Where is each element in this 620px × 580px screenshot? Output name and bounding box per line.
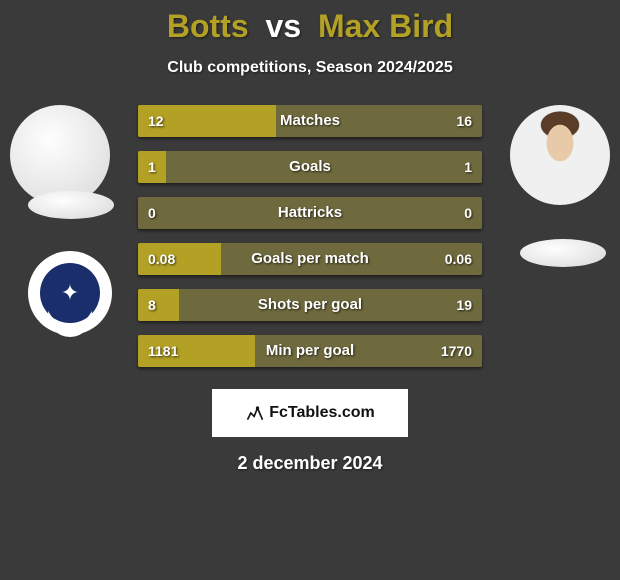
subtitle: Club competitions, Season 2024/2025 — [0, 59, 620, 77]
stat-label: Goals per match — [138, 243, 482, 275]
brand-badge: FcTables.com — [212, 389, 408, 437]
player1-avatar — [10, 105, 110, 205]
player1-club-shadow — [28, 191, 114, 219]
title: Botts vs Max Bird — [0, 0, 620, 45]
stat-label: Matches — [138, 105, 482, 137]
crescent-icon — [48, 293, 92, 337]
comparison-arena: ✦ 1216Matches 11Goals 00Hattricks 0.080.06G… — [0, 105, 620, 385]
stat-row: 00Hattricks — [138, 197, 482, 229]
date-text: 2 december 2024 — [0, 453, 620, 474]
brand-text: FcTables.com — [269, 404, 375, 422]
stat-row: 0.080.06Goals per match — [138, 243, 482, 275]
title-vs: vs — [266, 8, 302, 44]
player1-club-badge: ✦ — [28, 251, 112, 335]
stat-label: Shots per goal — [138, 289, 482, 321]
stat-row: 11811770Min per goal — [138, 335, 482, 367]
fctables-logo-icon — [245, 403, 265, 423]
player2-face — [510, 105, 610, 205]
title-player2: Max Bird — [318, 8, 453, 44]
stat-row: 11Goals — [138, 151, 482, 183]
stat-bars: 1216Matches 11Goals 00Hattricks 0.080.06Goa… — [138, 105, 482, 381]
club-badge-inner: ✦ — [40, 263, 100, 323]
stat-row: 1216Matches — [138, 105, 482, 137]
title-player1: Botts — [167, 8, 249, 44]
stat-row: 819Shots per goal — [138, 289, 482, 321]
player2-club-shadow — [520, 239, 606, 267]
stat-label: Hattricks — [138, 197, 482, 229]
player2-avatar — [510, 105, 610, 205]
stat-label: Goals — [138, 151, 482, 183]
stat-label: Min per goal — [138, 335, 482, 367]
